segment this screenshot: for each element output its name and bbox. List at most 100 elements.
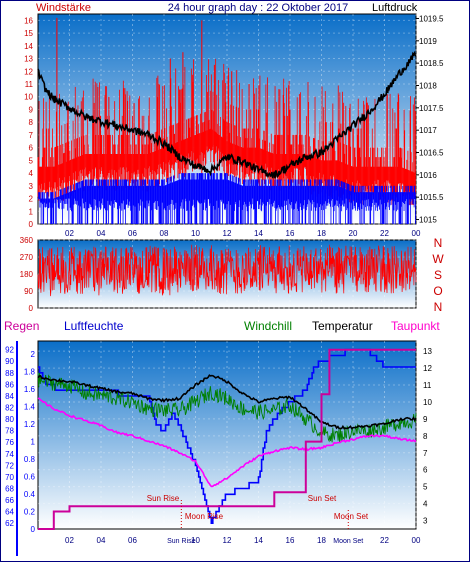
time-tick-label: 14 [254, 229, 263, 238]
compass-label: N [434, 300, 443, 314]
rain-tick-label: 0.4 [24, 490, 36, 499]
time-tick-label: 10 [191, 229, 200, 238]
humidity-tick-label: 62 [5, 519, 14, 528]
rain-tick-label: 2 [31, 350, 36, 359]
time-tick-label: 02 [65, 229, 74, 238]
humidity-tick-label: 92 [5, 346, 14, 355]
right-tick-label: 1018.5 [419, 59, 444, 68]
temp-tick-label: 5 [423, 483, 428, 492]
left-tick-label: 15 [24, 29, 33, 38]
panel-temperature-axes: 3456789101112136264666870727476788082848… [5, 341, 432, 556]
right-tick-label: 1018 [419, 81, 437, 90]
right-tick-label: 1019 [419, 37, 437, 46]
time-tick-label: 14 [254, 536, 263, 545]
humidity-tick-label: 66 [5, 496, 14, 505]
compass-label: W [432, 252, 444, 266]
left-label-windstaerke: Windstärke [36, 2, 91, 14]
time-tick-label: 22 [380, 229, 389, 238]
time-tick-label: 04 [97, 229, 106, 238]
humidity-tick-label: 88 [5, 369, 14, 378]
temp-tick-label: 13 [423, 347, 432, 356]
temp-tick-label: 4 [423, 500, 428, 509]
left-tick-label: 12 [24, 67, 33, 76]
direction-tick-label: 360 [20, 236, 34, 245]
left-tick-label: 0 [29, 220, 34, 229]
humidity-tick-label: 72 [5, 461, 14, 470]
left-tick-label: 9 [29, 105, 34, 114]
panel-temperature-markers: Sun Rise Sun Set Moon Rise Moon Set Sun Rise… [147, 494, 369, 545]
rain-line [38, 348, 416, 530]
temp-tick-label: 12 [423, 364, 432, 373]
humidity-tick-label: 82 [5, 404, 14, 413]
panel-temperature-humidity [37, 340, 417, 530]
right-tick-label: 1019.5 [419, 14, 444, 23]
time-tick-label: 18 [317, 229, 326, 238]
temperature-line [37, 374, 417, 430]
moon-rise-label: Moon Rise [185, 512, 224, 521]
chart-title: 24 hour graph day : 22 Oktober 2017 [168, 2, 348, 14]
humidity-tick-label: 64 [5, 508, 14, 517]
temp-tick-label: 10 [423, 398, 432, 407]
left-tick-label: 6 [29, 144, 34, 153]
time-tick-label: 00 [412, 536, 421, 545]
left-tick-label: 11 [25, 80, 34, 89]
rain-tick-label: 0 [31, 525, 36, 534]
dewpoint-line [37, 397, 417, 488]
right-label-luftdruck: Luftdruck [372, 2, 418, 14]
temp-tick-label: 11 [423, 381, 432, 390]
panel-temperature-series [37, 348, 417, 530]
direction-tick-label: 180 [20, 270, 34, 279]
time-tick-label: 20 [349, 229, 358, 238]
humidity-tick-label: 70 [5, 473, 14, 482]
temp-tick-label: 6 [423, 466, 428, 475]
left-tick-label: 4 [29, 169, 34, 178]
right-tick-label: 1015 [419, 216, 437, 225]
direction-tick-label: 0 [29, 304, 34, 313]
rain-tick-label: 1 [31, 438, 36, 447]
compass-label: S [434, 268, 442, 282]
rain-tick-label: 0.2 [24, 508, 36, 517]
humidity-tick-label: 90 [5, 357, 14, 366]
right-tick-label: 1016 [419, 171, 437, 180]
rain-tick-label: 1.6 [24, 385, 36, 394]
temp-tick-label: 8 [423, 432, 428, 441]
label-temperatur: Temperatur [312, 319, 373, 333]
left-tick-label: 8 [29, 118, 34, 127]
humidity-tick-label: 84 [5, 392, 14, 401]
time-tick-label: 08 [160, 229, 169, 238]
left-tick-label: 7 [29, 131, 34, 140]
windchill-line [37, 372, 417, 443]
panel-direction-series [37, 244, 417, 297]
right-tick-label: 1015.5 [419, 193, 444, 202]
time-tick-label: 12 [223, 229, 232, 238]
pressure-line [37, 50, 417, 179]
left-tick-label: 5 [29, 156, 34, 165]
time-tick-label: 06 [128, 229, 137, 238]
panel-wind-axes: 01234567891011121314151610151015.5101610… [24, 14, 444, 238]
time-tick-label: 16 [286, 536, 295, 545]
time-tick-label: 00 [412, 229, 421, 238]
compass-label: N [434, 236, 443, 250]
sun-rise-label: Sun Rise [147, 494, 180, 503]
humidity-tick-label: 74 [5, 450, 14, 459]
time-tick-label: 04 [97, 536, 106, 545]
humidity-tick-label: 78 [5, 427, 14, 436]
label-taupunkt: Taupunkt [391, 319, 440, 333]
direction-line [37, 244, 417, 297]
rain-tick-label: 0.6 [24, 473, 36, 482]
right-tick-label: 1017.5 [419, 104, 444, 113]
label-regen: Regen [4, 319, 39, 333]
time-tick-label: 16 [286, 229, 295, 238]
sun-rise-axis-label: Sun Rise [167, 538, 196, 545]
left-tick-label: 2 [29, 195, 34, 204]
panel-temperature-grid [38, 341, 417, 529]
rain-tick-label: 1.2 [24, 420, 36, 429]
humidity-tick-label: 76 [5, 438, 14, 447]
time-tick-label: 02 [65, 536, 74, 545]
left-tick-label: 3 [29, 182, 34, 191]
time-tick-label: 18 [317, 536, 326, 545]
humidity-tick-label: 68 [5, 485, 14, 494]
compass-label: O [433, 284, 442, 298]
